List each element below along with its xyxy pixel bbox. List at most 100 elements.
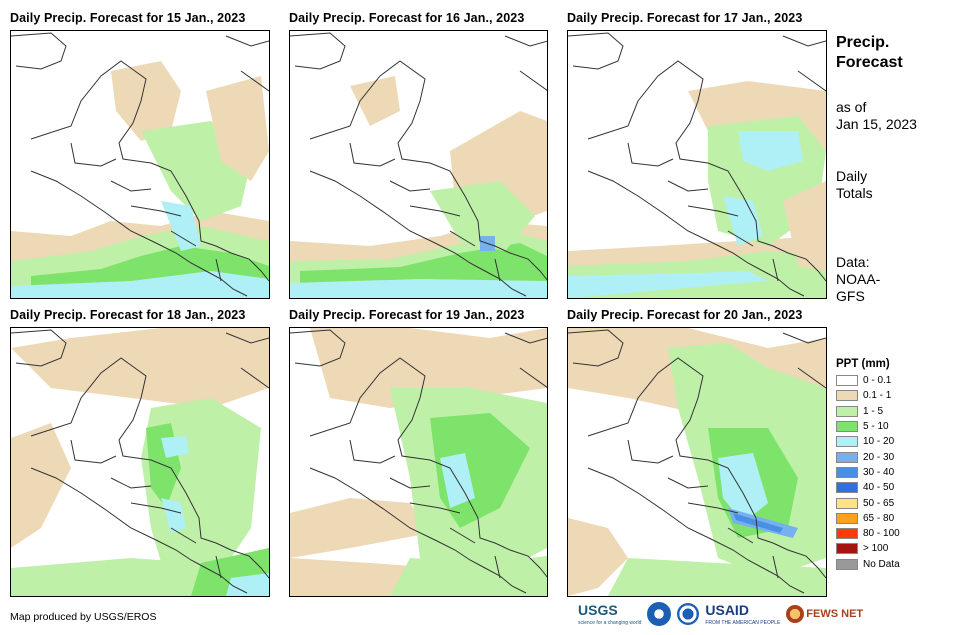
country-border [587,357,826,579]
side-title: Precip. Forecast [836,33,903,73]
precip-area [608,558,826,596]
precip-area [738,131,803,171]
forecast-map-1 [10,30,270,299]
side-asof: as of Jan 15, 2023 [836,99,917,133]
precip-area [350,76,400,126]
legend-item: 0 - 0.1 [836,373,900,388]
legend-label: 65 - 80 [863,512,895,524]
legend-item: 0.1 - 1 [836,388,900,403]
side-daily: Daily Totals [836,168,873,202]
side-source: Data: NOAA- GFS [836,254,880,305]
usaid-logo: USAID FROM THE AMERICAN PEOPLE [705,602,780,626]
noaa-logo-icon [647,602,672,626]
country-border [349,142,501,282]
precip-area [723,196,763,246]
legend-item: 65 - 80 [836,511,900,526]
precip-area [11,328,269,408]
asof-date: Jan 15, 2023 [836,116,917,132]
map-canvas-6 [568,328,826,596]
country-border [11,329,67,367]
nws-logo-icon [677,603,700,625]
precip-area [430,181,535,251]
country-border [587,467,805,594]
country-border [11,32,67,70]
legend-label: 80 - 100 [863,528,900,540]
legend-label: > 100 [863,543,889,555]
precip-area [390,556,547,596]
legend-item: 5 - 10 [836,419,900,434]
data-label: Data: [836,254,870,270]
forecast-map-3 [567,30,827,299]
credit-text: Map produced by USGS/EROS [10,611,157,623]
usgs-logo: USGS science for a changing world [578,602,641,626]
country-border [309,170,527,297]
map-canvas-1 [11,32,269,298]
usaid-logo-text: USAID [705,602,749,618]
panel-title-3: Daily Precip. Forecast for 17 Jan., 2023 [567,11,803,25]
legend-swatch [836,466,858,478]
legend-swatch [836,497,858,509]
legend-item: 80 - 100 [836,526,900,541]
data-source-2: GFS [836,288,865,304]
forecast-map-5 [289,327,548,597]
fewsnet-logo: FEWS NET [786,605,863,623]
legend-swatch [836,558,858,570]
legend-item: 10 - 20 [836,434,900,449]
country-border [627,142,779,282]
panel-title-6: Daily Precip. Forecast for 20 Jan., 2023 [567,308,803,322]
precip-area [290,279,547,298]
precip-area [11,423,71,548]
precip-area [733,513,783,533]
legend-label: No Data [863,558,900,570]
data-source-1: NOAA- [836,271,881,287]
precip-area [111,61,181,141]
panel-title-1: Daily Precip. Forecast for 15 Jan., 2023 [10,11,246,25]
precip-area [718,453,768,523]
logo-strip: USGS science for a changing world USAID … [578,600,863,628]
legend-label: 0.1 - 1 [863,390,892,402]
usaid-logo-sub: FROM THE AMERICAN PEOPLE [705,620,781,626]
legend-item: 50 - 65 [836,495,900,510]
legend-swatch [836,482,858,494]
map-canvas-2 [290,32,547,298]
legend-swatch [836,512,858,524]
legend-swatch [836,421,858,433]
legend-item: 40 - 50 [836,480,900,495]
legend-swatch [836,451,858,463]
side-title-line1: Precip. [836,34,890,51]
forecast-map-4 [10,327,270,597]
usgs-logo-text: USGS [578,602,618,618]
side-title-line2: Forecast [836,54,903,71]
map-canvas-4 [11,328,269,596]
legend-swatch [836,543,858,555]
country-border [309,467,527,594]
legend-item: 1 - 5 [836,404,900,419]
country-border [70,439,222,579]
country-border [587,60,826,282]
forecast-map-6 [567,327,827,597]
fewsnet-globe-icon [786,605,805,623]
country-border [587,170,805,297]
legend-item: 20 - 30 [836,449,900,464]
country-border [504,35,547,91]
country-border [290,329,346,367]
legend-label: 20 - 30 [863,451,895,463]
precip-area [161,436,189,458]
legend-label: 5 - 10 [863,421,889,433]
country-border [504,332,547,388]
fewsnet-logo-text: FEWS NET [806,608,864,620]
precip-area [568,518,628,596]
country-border [782,35,826,92]
legend-swatch [836,405,858,417]
country-border [627,439,779,579]
country-border [30,467,248,594]
country-border [70,142,222,282]
legend-swatch [836,390,858,402]
country-border [349,439,501,579]
precip-area [568,271,768,298]
legend-label: 10 - 20 [863,436,895,448]
panel-title-4: Daily Precip. Forecast for 18 Jan., 2023 [10,308,246,322]
country-border [225,332,269,389]
country-border [568,329,624,367]
legend-item: 30 - 40 [836,465,900,480]
